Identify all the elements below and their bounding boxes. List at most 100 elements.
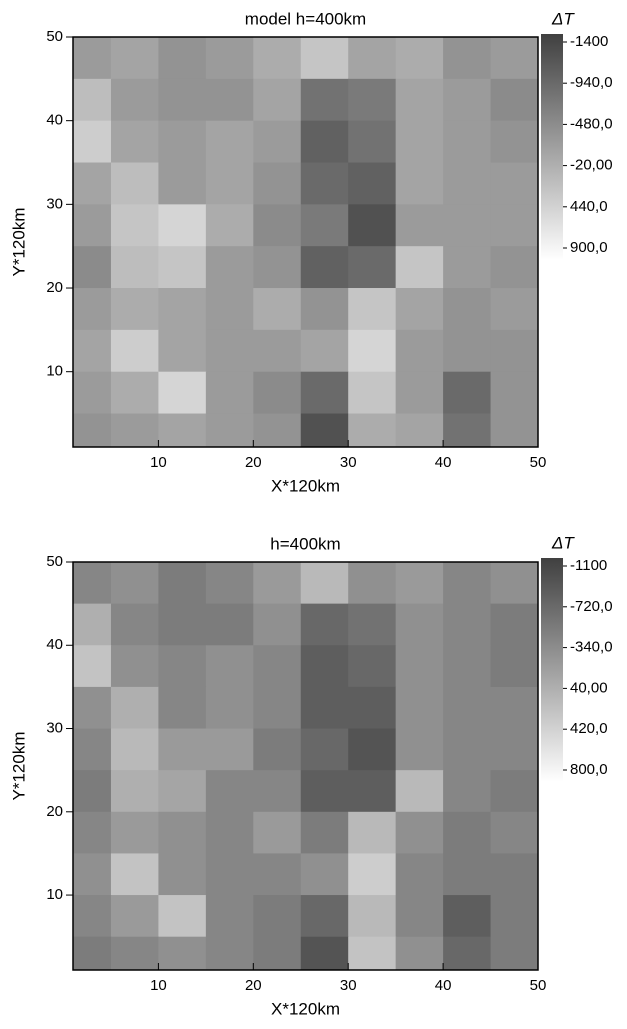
x-axis-label: X*120km [271, 999, 340, 1018]
heatmap-cell [110, 895, 159, 938]
heatmap-cell [395, 162, 444, 205]
heatmap-cell [73, 78, 112, 122]
heatmap-cell [348, 288, 397, 331]
heatmap-cell [348, 645, 397, 688]
heatmap-cell [110, 329, 159, 373]
x-tick-label: 10 [150, 454, 167, 471]
y-axis-label: Y*120km [9, 732, 28, 801]
heatmap-cell [490, 413, 538, 447]
heatmap-cell [490, 853, 538, 896]
heatmap-cell [490, 645, 538, 688]
heatmap-cell [253, 288, 302, 331]
heatmap-cell [490, 686, 538, 730]
heatmap-cells [73, 562, 538, 970]
heatmap-cell [205, 78, 254, 122]
heatmap-cell [110, 728, 159, 771]
heatmap-cell [253, 204, 302, 247]
heatmap-cell [158, 645, 207, 688]
colorbar-tick-label: 900,0 [570, 239, 608, 256]
heatmap-cell [395, 645, 444, 688]
heatmap-cell [443, 895, 492, 938]
heatmap-cell [158, 37, 207, 80]
heatmap-cell [300, 371, 349, 415]
heatmap-cell [443, 204, 492, 247]
heatmap-cell [110, 162, 159, 205]
x-tick-label: 50 [530, 977, 547, 994]
heatmap-cell [300, 162, 349, 205]
heatmap-cell [300, 329, 349, 373]
chart-title: model h=400km [245, 9, 366, 28]
heatmap-cell [300, 204, 349, 247]
x-axis-label: X*120km [271, 476, 340, 495]
heatmap-cell [395, 603, 444, 646]
heatmap-cell [395, 936, 444, 970]
heatmap-cell [253, 162, 302, 205]
heatmap-cell [348, 770, 397, 813]
heatmap-cell [443, 37, 492, 80]
heatmap-cell [395, 120, 444, 164]
heatmap-cell [110, 120, 159, 164]
heatmap-cell [395, 329, 444, 373]
heatmap-cell [443, 246, 492, 289]
heatmap-cell [73, 603, 112, 646]
heatmap-cell [300, 288, 349, 331]
heatmap-cell [110, 371, 159, 415]
heatmap-cell [205, 329, 254, 373]
heatmap-cell [110, 37, 159, 80]
heatmap-cell [110, 78, 159, 122]
heatmap-cell [253, 329, 302, 373]
heatmap-cell [395, 204, 444, 247]
colorbar-tick-label: -20,00 [570, 157, 613, 174]
heatmap-cell [443, 162, 492, 205]
heatmap-cell [73, 853, 112, 896]
heatmap-cell [205, 120, 254, 164]
heatmap-cell [253, 603, 302, 646]
heatmap-cell [205, 37, 254, 80]
heatmap-cell [443, 603, 492, 646]
heatmap-cell [205, 288, 254, 331]
heatmap-cell [73, 288, 112, 331]
heatmap-cell [73, 645, 112, 688]
colorbar-tick-label: -1100 [570, 557, 607, 574]
heatmap-cell [73, 246, 112, 289]
heatmap-cell [348, 686, 397, 730]
heatmap-cell [73, 686, 112, 730]
x-tick-label: 10 [150, 977, 167, 994]
colorbar-tick-label: 440,0 [570, 198, 608, 215]
heatmap-cell [158, 562, 207, 605]
y-tick-label: 50 [46, 28, 63, 45]
heatmap-cell [73, 204, 112, 247]
heatmap-cell [110, 246, 159, 289]
heatmap-cell [395, 288, 444, 331]
heatmap-cell [110, 770, 159, 813]
heatmap-cell [490, 162, 538, 205]
heatmap-cell [395, 246, 444, 289]
y-tick-label: 40 [46, 636, 63, 653]
heatmap-cell [253, 37, 302, 80]
heatmap-cell [300, 853, 349, 896]
heatmap-cell [348, 728, 397, 771]
heatmap-cell [158, 770, 207, 813]
heatmap-cell [110, 603, 159, 646]
heatmap-cell [253, 645, 302, 688]
heatmap-cell [443, 686, 492, 730]
heatmap-cell [158, 853, 207, 896]
heatmap-cell [300, 246, 349, 289]
heatmap-cell [205, 603, 254, 646]
heatmap-cell [490, 78, 538, 122]
heatmap-cell [205, 413, 254, 447]
heatmap-cell [490, 204, 538, 247]
heatmap-cell [395, 37, 444, 80]
heatmap-cell [348, 37, 397, 80]
heatmap-cell [490, 811, 538, 854]
heatmap-cell [395, 562, 444, 605]
heatmap-cell [110, 204, 159, 247]
y-tick-label: 50 [46, 553, 63, 570]
heatmap-cell [443, 288, 492, 331]
heatmap-cell [300, 37, 349, 80]
x-tick-label: 30 [340, 454, 357, 471]
colorbar-label: ΔT [551, 533, 575, 552]
heatmap-cell [158, 413, 207, 447]
heatmap-cell [348, 329, 397, 373]
heatmap-cell [73, 329, 112, 373]
